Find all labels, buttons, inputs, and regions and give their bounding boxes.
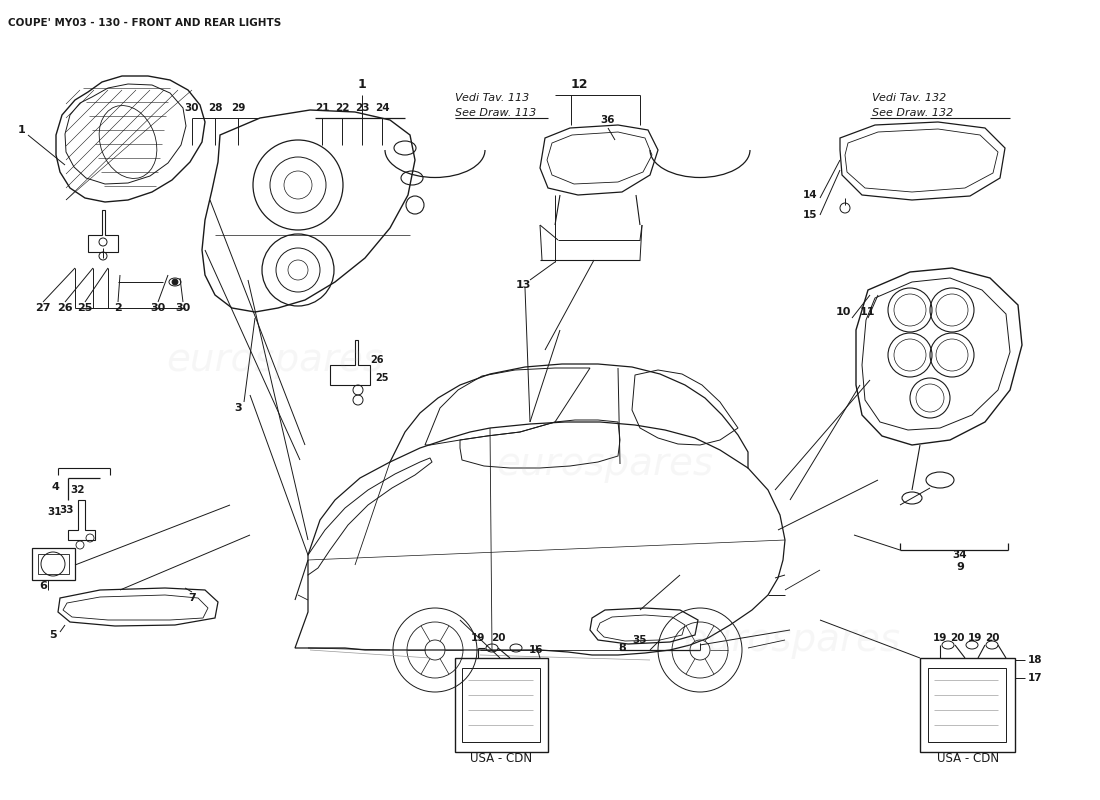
Circle shape [172, 279, 178, 285]
Text: 20: 20 [491, 633, 505, 643]
Text: 22: 22 [334, 103, 350, 113]
Text: 12: 12 [571, 78, 588, 91]
Text: Vedi Tav. 132: Vedi Tav. 132 [872, 93, 946, 103]
Text: eurospares: eurospares [683, 621, 901, 659]
Text: 4: 4 [51, 482, 59, 492]
Text: USA - CDN: USA - CDN [470, 751, 532, 765]
Text: 1: 1 [358, 78, 366, 91]
Text: USA - CDN: USA - CDN [937, 751, 999, 765]
Text: 30: 30 [185, 103, 199, 113]
Text: See Draw. 113: See Draw. 113 [455, 108, 537, 118]
Text: 25: 25 [77, 303, 92, 313]
Text: 28: 28 [208, 103, 222, 113]
Text: 9: 9 [956, 562, 964, 572]
Text: 19: 19 [968, 633, 982, 643]
Text: 31: 31 [47, 507, 63, 517]
Text: 30: 30 [151, 303, 166, 313]
Text: 14: 14 [803, 190, 817, 200]
Text: 11: 11 [859, 307, 874, 317]
Text: 32: 32 [70, 485, 86, 495]
Text: 1: 1 [18, 125, 26, 135]
Text: See Draw. 132: See Draw. 132 [872, 108, 954, 118]
Text: 18: 18 [1027, 655, 1043, 665]
Text: 15: 15 [803, 210, 817, 220]
Text: 24: 24 [375, 103, 389, 113]
Text: 30: 30 [175, 303, 190, 313]
Text: 25: 25 [375, 373, 388, 383]
Text: COUPE' MY03 - 130 - FRONT AND REAR LIGHTS: COUPE' MY03 - 130 - FRONT AND REAR LIGHT… [8, 18, 282, 28]
Text: eurospares: eurospares [496, 445, 714, 483]
Text: 36: 36 [601, 115, 615, 125]
Text: 17: 17 [1027, 673, 1043, 683]
Text: 19: 19 [471, 633, 485, 643]
Text: 23: 23 [354, 103, 370, 113]
Text: 10: 10 [835, 307, 850, 317]
Text: 8: 8 [618, 643, 626, 653]
Text: 21: 21 [315, 103, 329, 113]
Text: 34: 34 [953, 550, 967, 560]
Text: 20: 20 [949, 633, 965, 643]
Text: 19: 19 [933, 633, 947, 643]
Text: 27: 27 [35, 303, 51, 313]
Text: 7: 7 [188, 593, 196, 603]
Text: 16: 16 [529, 645, 543, 655]
Text: eurospares: eurospares [166, 341, 384, 379]
Text: 26: 26 [57, 303, 73, 313]
Text: 20: 20 [984, 633, 999, 643]
Text: 29: 29 [231, 103, 245, 113]
Text: 6: 6 [40, 581, 47, 591]
Text: 33: 33 [59, 505, 75, 515]
Text: 13: 13 [515, 280, 530, 290]
Text: Vedi Tav. 113: Vedi Tav. 113 [455, 93, 529, 103]
Text: 5: 5 [50, 630, 57, 640]
Text: 26: 26 [370, 355, 384, 365]
Text: 2: 2 [114, 303, 122, 313]
Text: 35: 35 [632, 635, 647, 645]
Text: 3: 3 [234, 403, 242, 413]
